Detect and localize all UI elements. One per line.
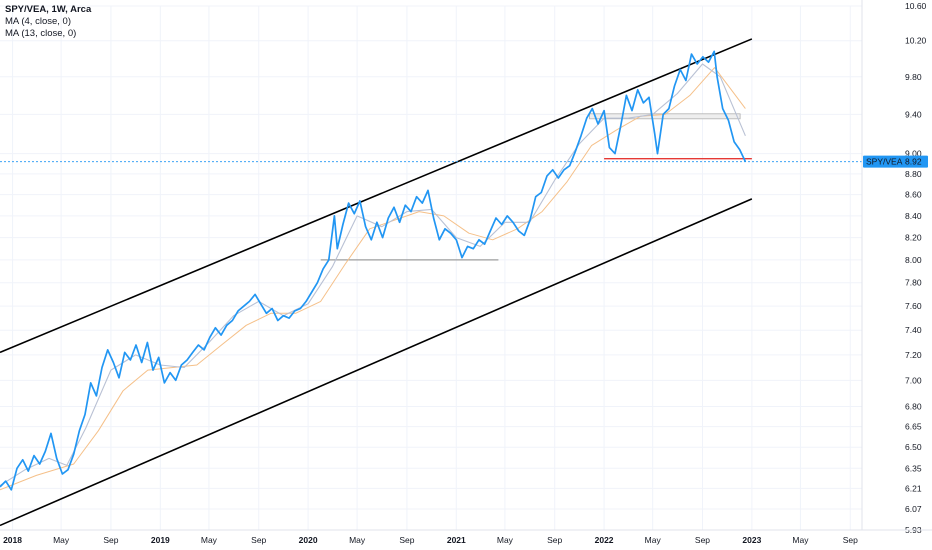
y-tick-label: 7.60 <box>905 301 922 311</box>
y-tick-label: 6.80 <box>905 401 922 411</box>
x-tick-label: May <box>792 535 809 545</box>
x-tick-label: 2020 <box>299 535 318 545</box>
price-tag: SPY/VEA 8.92 <box>863 155 928 168</box>
x-tick-label: May <box>53 535 70 545</box>
y-tick-label: 10.60 <box>905 1 927 11</box>
x-tick-label: 2023 <box>742 535 761 545</box>
y-tick-label: 7.40 <box>905 325 922 335</box>
x-tick-label: 2018 <box>3 535 22 545</box>
y-tick-label: 10.20 <box>905 36 927 46</box>
y-tick-label: 7.20 <box>905 350 922 360</box>
x-axis[interactable]: 2018 May Sep 2019 May Sep 2020 May Sep 2021 May Sep… <box>0 529 932 545</box>
legend-ma-slow: MA (13, close, 0) <box>5 28 77 39</box>
y-tick-label: 8.80 <box>905 169 922 179</box>
legend: SPY/VEA, 1W, Arca MA (4, close, 0) MA (1… <box>5 4 91 40</box>
y-tick-label: 7.80 <box>905 278 922 288</box>
y-tick-label: 8.00 <box>905 255 922 265</box>
price-tag-symbol: SPY/VEA <box>866 157 903 167</box>
x-tick-label: Sep <box>695 535 710 545</box>
price-series-line <box>0 50 747 491</box>
x-tick-label: 2019 <box>151 535 170 545</box>
y-tick-label: 8.20 <box>905 233 922 243</box>
lower-channel-line <box>0 198 753 527</box>
x-tick-label: 2022 <box>595 535 614 545</box>
series-lines <box>0 50 747 491</box>
legend-ma-fast: MA (4, close, 0) <box>5 16 71 27</box>
x-tick-label: May <box>645 535 662 545</box>
price-tag-value: 8.92 <box>905 157 922 167</box>
price-tag-bg <box>863 155 928 168</box>
upper-channel-line <box>0 38 753 354</box>
y-tick-label: 8.60 <box>905 190 922 200</box>
y-tick-label: 9.80 <box>905 72 922 82</box>
drawn-lines <box>0 38 753 527</box>
y-tick-label: 6.21 <box>905 483 922 493</box>
x-tick-label: Sep <box>399 535 414 545</box>
x-tick-label: Sep <box>547 535 562 545</box>
y-axis[interactable]: 10.60 10.20 9.80 9.40 9.00 8.80 8.60 8.40 8.20 8.… <box>861 0 927 535</box>
y-tick-label: 6.07 <box>905 504 922 514</box>
y-tick-label: 9.40 <box>905 109 922 119</box>
x-tick-label: May <box>497 535 514 545</box>
grid-lines <box>0 5 862 531</box>
legend-title: SPY/VEA, 1W, Arca <box>5 4 92 15</box>
x-tick-label: Sep <box>103 535 118 545</box>
y-tick-label: 6.35 <box>905 463 922 473</box>
y-tick-label: 6.50 <box>905 442 922 452</box>
x-tick-label: Sep <box>843 535 858 545</box>
y-tick-label: 7.00 <box>905 375 922 385</box>
x-tick-label: 2021 <box>447 535 466 545</box>
x-tick-label: May <box>201 535 218 545</box>
ma-fast-series-line <box>0 63 746 486</box>
y-tick-label: 9.00 <box>905 149 922 159</box>
x-tick-label: May <box>349 535 366 545</box>
y-tick-label: 6.65 <box>905 422 922 432</box>
y-tick-label: 8.40 <box>905 211 922 221</box>
x-tick-label: Sep <box>251 535 266 545</box>
